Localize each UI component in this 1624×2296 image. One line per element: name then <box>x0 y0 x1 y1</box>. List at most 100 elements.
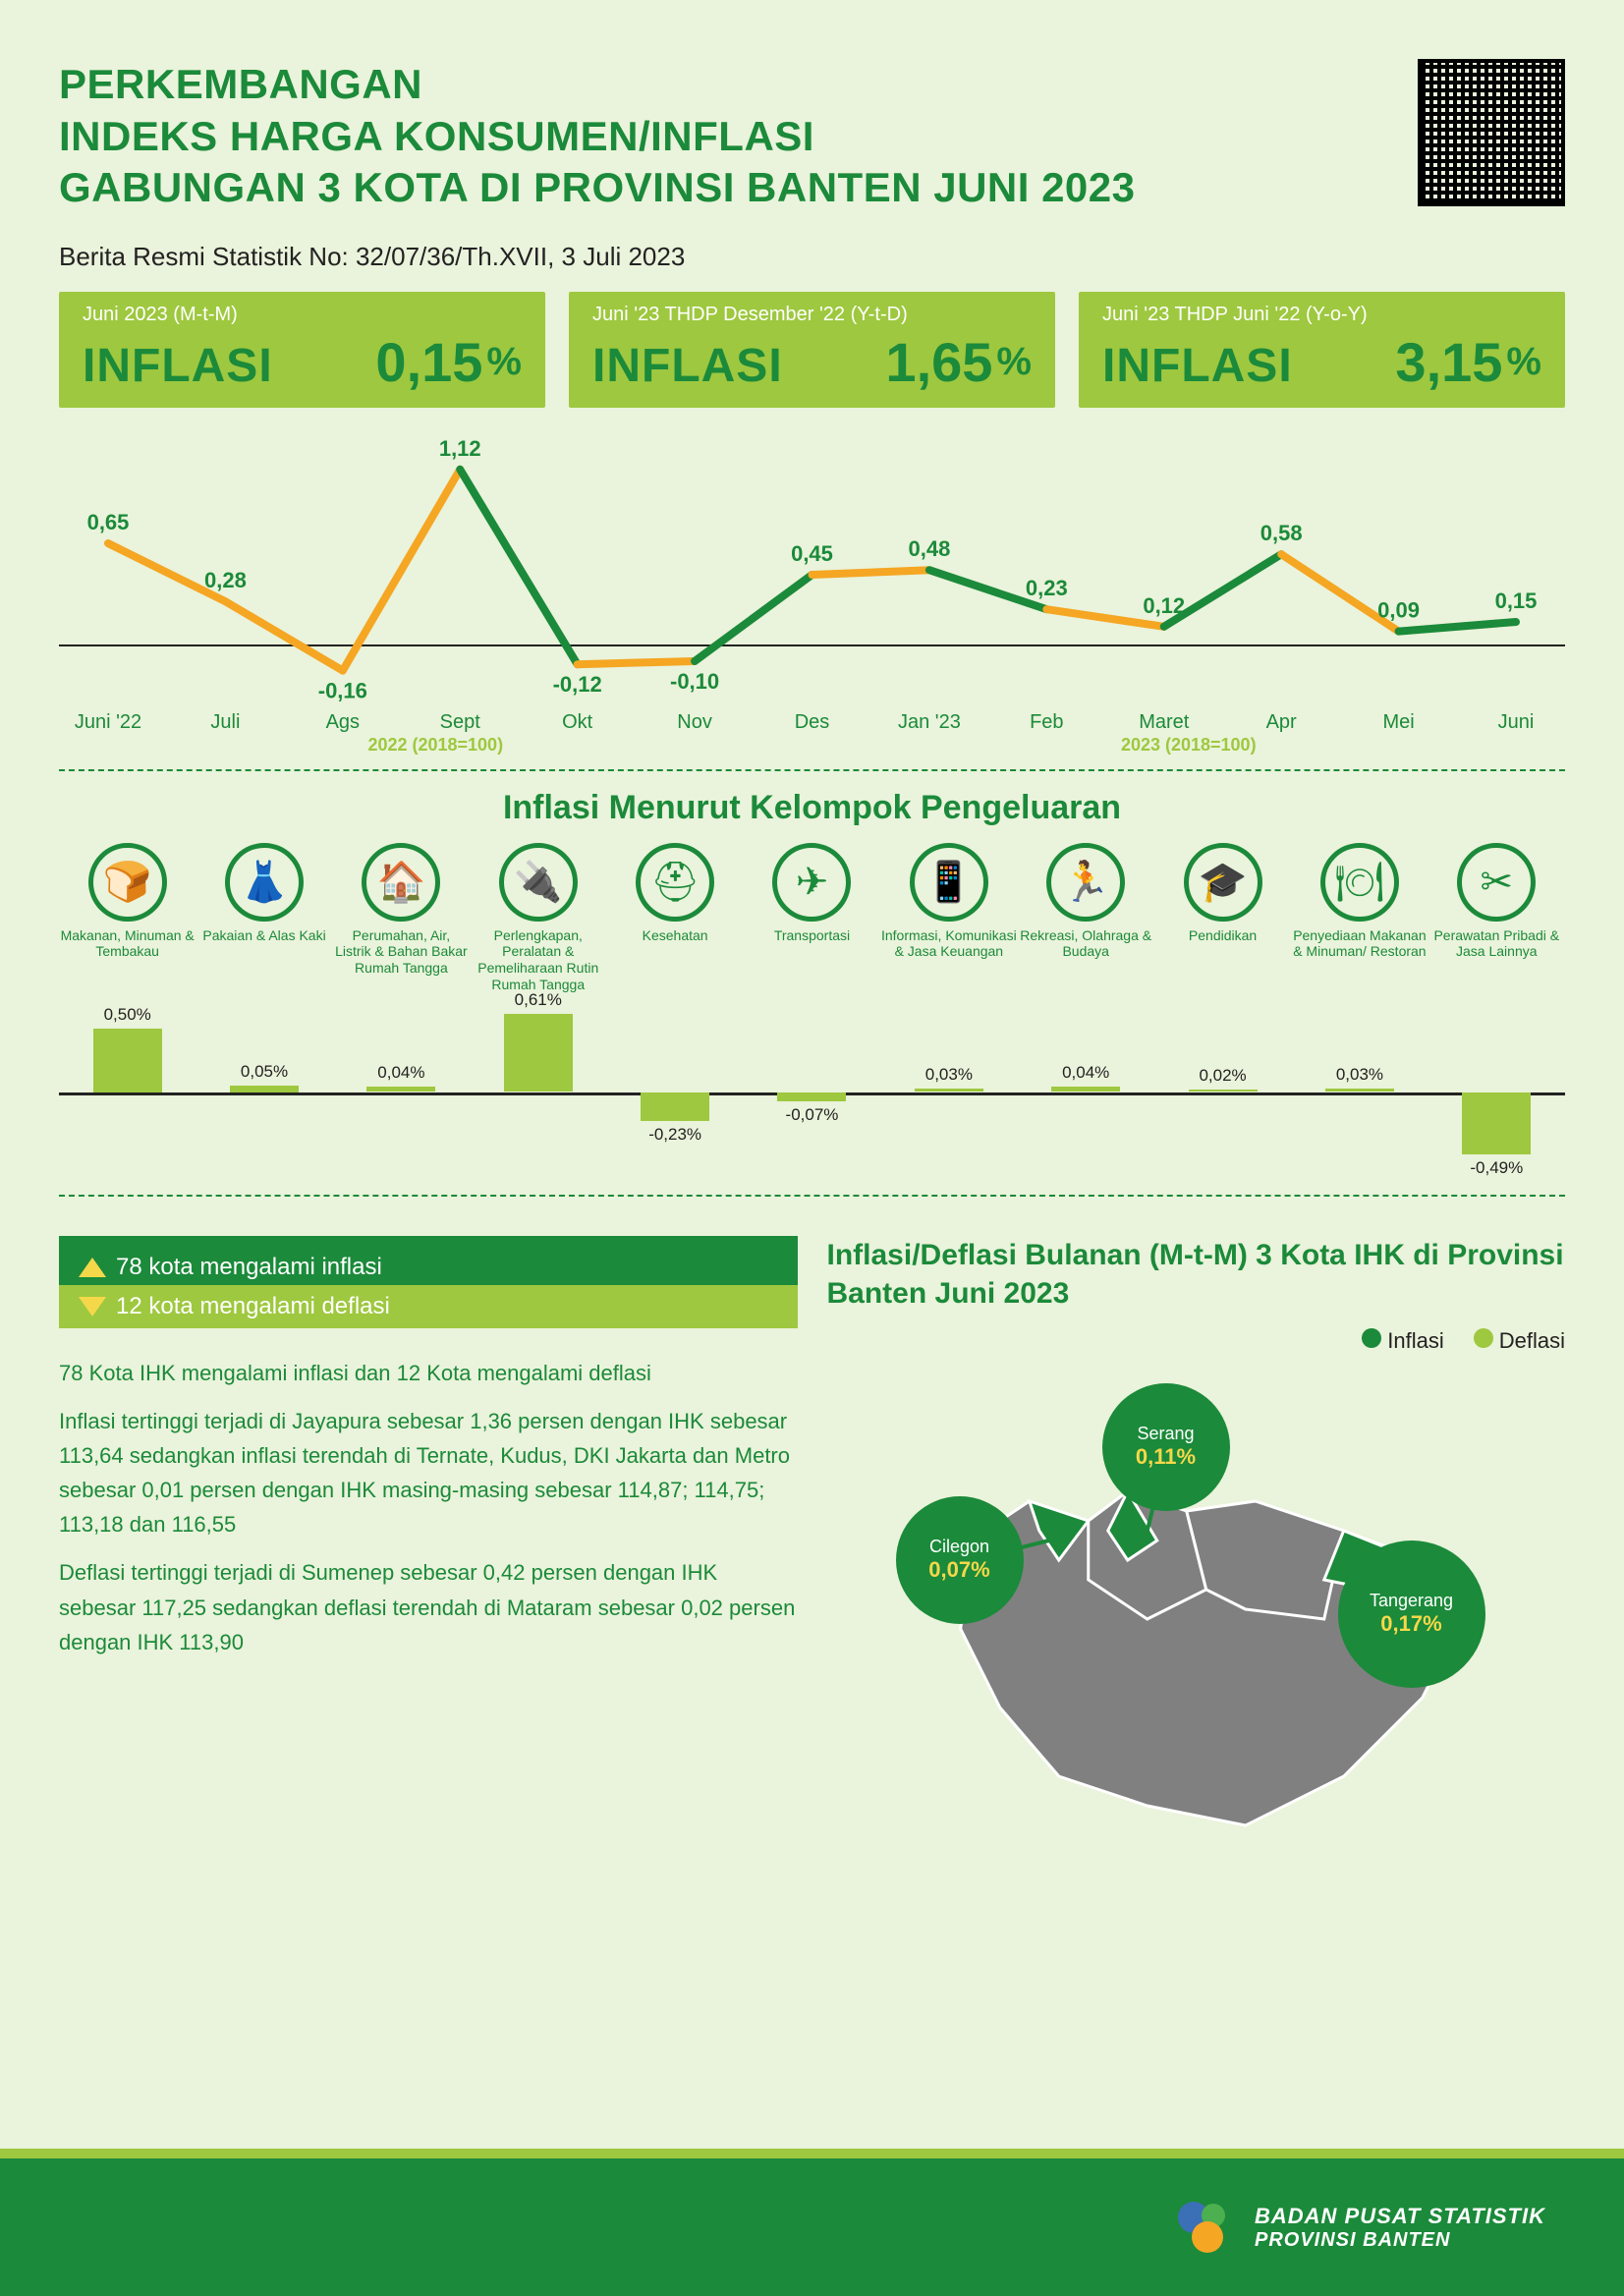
svg-text:Juni '22: Juni '22 <box>75 711 141 733</box>
category-item: 👗 Pakaian & Alas Kaki <box>196 843 332 998</box>
dot-icon <box>1362 1328 1381 1348</box>
svg-text:0,28: 0,28 <box>204 568 247 592</box>
svg-text:Feb: Feb <box>1030 711 1063 733</box>
category-bar: 0,04% <box>1051 1087 1120 1092</box>
stat-label: INFLASI <box>592 339 783 393</box>
category-item: ⛑ Kesehatan <box>606 843 743 998</box>
body-para-3: Deflasi tertinggi terjadi di Sumenep seb… <box>59 1555 798 1659</box>
stat-label: INFLASI <box>83 339 273 393</box>
category-bar: 0,04% <box>366 1087 435 1092</box>
svg-text:0,45: 0,45 <box>791 541 833 566</box>
city-value: 0,17% <box>1380 1611 1441 1637</box>
stat-label: INFLASI <box>1102 339 1293 393</box>
stat-value: 3,15 <box>1395 331 1502 393</box>
category-item: 🎓 Pendidikan <box>1154 843 1291 998</box>
category-bar: -0,07% <box>777 1092 846 1101</box>
city-name: Tangerang <box>1370 1591 1453 1611</box>
map-area: Serang 0,11% Cilegon 0,07% Tangerang 0,17% <box>827 1364 1566 1875</box>
page: PERKEMBANGAN INDEKS HARGA KONSUMEN/INFLA… <box>0 0 1624 2296</box>
svg-text:Mei: Mei <box>1382 711 1414 733</box>
svg-text:0,12: 0,12 <box>1143 592 1185 617</box>
stat-box-ytd: Juni '23 THDP Desember '22 (Y-t-D) INFLA… <box>569 292 1055 408</box>
category-icon: ✈ <box>772 843 851 922</box>
stat-period: Juni 2023 (M-t-M) <box>83 304 522 326</box>
category-icon: 🍽 <box>1320 843 1399 922</box>
svg-text:1,12: 1,12 <box>439 435 481 460</box>
category-bar-wrap: 0,04% <box>333 1087 470 1092</box>
svg-text:0,09: 0,09 <box>1377 597 1420 622</box>
category-bar-wrap: -0,07% <box>744 1092 880 1101</box>
stat-boxes: Juni 2023 (M-t-M) INFLASI 0,15% Juni '23… <box>59 292 1565 408</box>
stat-period: Juni '23 THDP Desember '22 (Y-t-D) <box>592 304 1032 326</box>
category-icon: ✂ <box>1457 843 1536 922</box>
category-item: 🍽 Penyediaan Makanan & Minuman/ Restoran <box>1291 843 1428 998</box>
map-title: Inflasi/Deflasi Bulanan (M-t-M) 3 Kota I… <box>827 1236 1566 1313</box>
percent-sign: % <box>486 340 522 383</box>
category-bar-wrap: 0,03% <box>1291 1089 1428 1092</box>
category-icon: 👗 <box>225 843 304 922</box>
category-bar-wrap: 0,61% <box>470 1014 606 1092</box>
category-label: Kesehatan <box>606 927 743 998</box>
category-bar: 0,05% <box>230 1086 299 1092</box>
category-icons-row: 🍞 Makanan, Minuman & Tembakau👗 Pakaian &… <box>59 843 1565 998</box>
category-icon: ⛑ <box>636 843 714 922</box>
svg-text:0,15: 0,15 <box>1495 588 1538 613</box>
category-item: 🏃 Rekreasi, Olahraga & Budaya <box>1018 843 1154 998</box>
stat-box-yoy: Juni '23 THDP Juni '22 (Y-o-Y) INFLASI 3… <box>1079 292 1565 408</box>
svg-text:Des: Des <box>795 711 830 733</box>
triangle-up-icon <box>79 1258 106 1277</box>
title-block: PERKEMBANGAN INDEKS HARGA KONSUMEN/INFLA… <box>59 59 1136 214</box>
city-bubble-cilegon: Cilegon 0,07% <box>896 1496 1024 1624</box>
category-bar: 0,61% <box>504 1014 573 1092</box>
footer-line-1: BADAN PUSAT STATISTIK <box>1255 2204 1545 2229</box>
footer-text: BADAN PUSAT STATISTIK PROVINSI BANTEN <box>1255 2204 1545 2252</box>
category-item: ✂ Perawatan Pribadi & Jasa Lainnya <box>1428 843 1565 998</box>
category-bar: -0,23% <box>641 1092 709 1122</box>
city-name: Serang <box>1137 1424 1194 1444</box>
city-bubble-serang: Serang 0,11% <box>1102 1383 1230 1511</box>
category-item: ✈ Transportasi <box>744 843 880 998</box>
body-para-2: Inflasi tertinggi terjadi di Jayapura se… <box>59 1404 798 1542</box>
legend-box: 78 kota mengalami inflasi 12 kota mengal… <box>59 1236 798 1328</box>
legend-item-deflasi: Deflasi <box>1474 1328 1565 1354</box>
svg-text:0,23: 0,23 <box>1026 576 1068 600</box>
svg-text:Okt: Okt <box>562 711 593 733</box>
body-para-1: 78 Kota IHK mengalami inflasi dan 12 Kot… <box>59 1356 798 1390</box>
category-label: Pakaian & Alas Kaki <box>196 927 332 998</box>
category-bar-wrap: 0,04% <box>1018 1087 1154 1092</box>
category-bar: 0,03% <box>915 1089 983 1092</box>
legend-inflasi-row: 78 kota mengalami inflasi <box>79 1254 778 1281</box>
category-icon: 🔌 <box>499 843 578 922</box>
stat-period: Juni '23 THDP Juni '22 (Y-o-Y) <box>1102 304 1541 326</box>
category-icon: 🏠 <box>362 843 440 922</box>
subtitle: Berita Resmi Statistik No: 32/07/36/Th.X… <box>59 242 1565 272</box>
category-label: Perawatan Pribadi & Jasa Lainnya <box>1428 927 1565 998</box>
category-bar-wrap: -0,49% <box>1428 1092 1565 1155</box>
category-icon: 🏃 <box>1046 843 1125 922</box>
legend-inflasi-text: 78 kota mengalami inflasi <box>116 1254 382 1281</box>
svg-text:Maret: Maret <box>1139 711 1190 733</box>
footer-line-2: PROVINSI BANTEN <box>1255 2229 1545 2252</box>
category-bar: -0,49% <box>1462 1092 1531 1155</box>
title-line-3: GABUNGAN 3 KOTA DI PROVINSI BANTEN JUNI … <box>59 162 1136 214</box>
category-bar-label: 0,03% <box>915 1065 983 1085</box>
category-bar-label: -0,23% <box>641 1125 709 1145</box>
svg-text:0,58: 0,58 <box>1260 521 1303 545</box>
category-label: Pendidikan <box>1154 927 1291 998</box>
category-bar-wrap: 0,05% <box>196 1086 332 1092</box>
stat-value: 0,15 <box>375 331 482 393</box>
title-line-1: PERKEMBANGAN <box>59 59 1136 111</box>
city-value: 0,11% <box>1136 1444 1196 1470</box>
category-item: 🏠 Perumahan, Air, Listrik & Bahan Bakar … <box>333 843 470 998</box>
category-bar-label: 0,02% <box>1189 1066 1258 1086</box>
inflation-line-chart: 0,650,28-0,161,12-0,12-0,100,450,480,230… <box>59 427 1565 742</box>
percent-sign: % <box>1506 340 1541 383</box>
legend-item-inflasi: Inflasi <box>1362 1328 1443 1354</box>
category-bar: 0,50% <box>93 1029 162 1092</box>
qr-code-icon <box>1418 59 1565 206</box>
svg-text:Ags: Ags <box>326 711 360 733</box>
legend-deflasi-row: 12 kota mengalami deflasi <box>59 1285 798 1328</box>
divider <box>59 1195 1565 1197</box>
svg-text:Jan '23: Jan '23 <box>898 711 961 733</box>
header-row: PERKEMBANGAN INDEKS HARGA KONSUMEN/INFLA… <box>59 59 1565 214</box>
